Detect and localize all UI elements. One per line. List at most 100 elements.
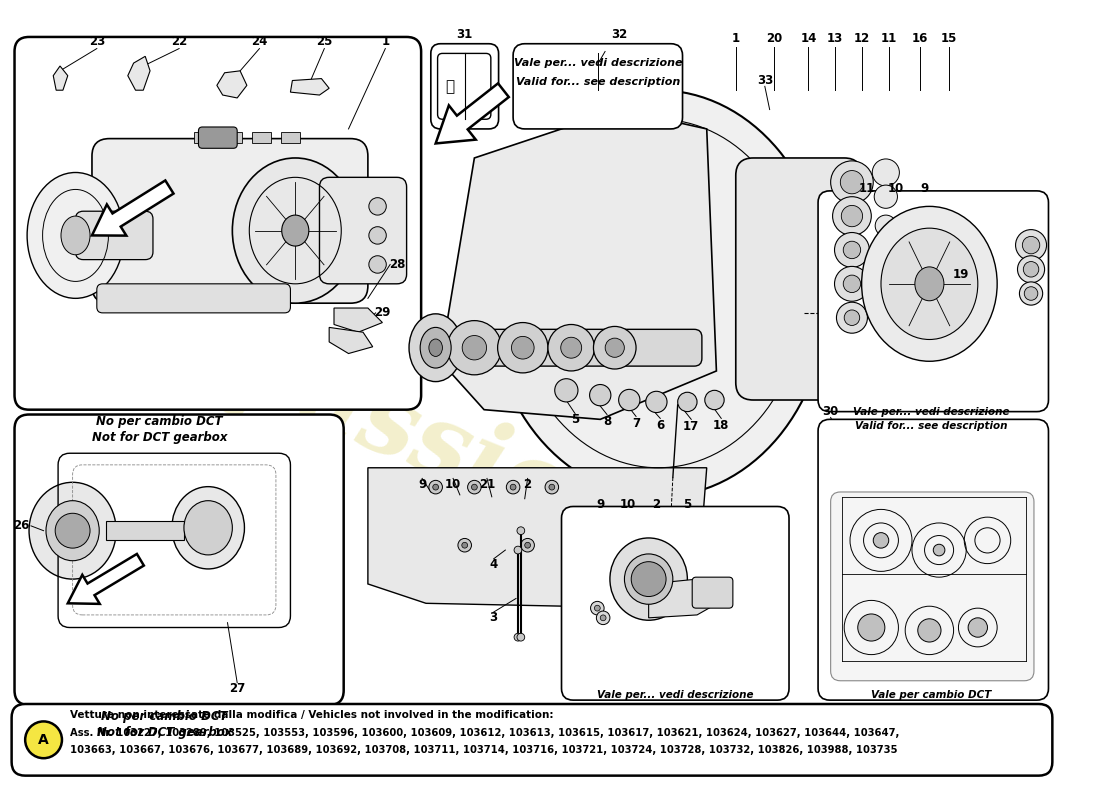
Bar: [222, 132, 242, 143]
Circle shape: [525, 542, 530, 548]
Ellipse shape: [409, 314, 462, 382]
Text: Vale per... vedi descrizione: Vale per... vedi descrizione: [854, 406, 1010, 417]
FancyArrow shape: [68, 554, 144, 604]
Circle shape: [512, 336, 535, 359]
Circle shape: [368, 198, 386, 215]
Circle shape: [968, 618, 988, 637]
Circle shape: [472, 484, 477, 490]
Circle shape: [561, 338, 582, 358]
Circle shape: [917, 618, 940, 642]
Text: 24: 24: [251, 35, 267, 48]
FancyBboxPatch shape: [830, 492, 1034, 681]
Circle shape: [835, 266, 869, 302]
Circle shape: [842, 206, 862, 226]
Text: Vale per... vedi descrizione: Vale per... vedi descrizione: [596, 690, 754, 701]
Circle shape: [368, 226, 386, 244]
Circle shape: [835, 233, 869, 267]
Circle shape: [836, 302, 868, 333]
Circle shape: [705, 390, 724, 410]
Text: 10: 10: [619, 498, 636, 511]
Text: 29: 29: [374, 306, 390, 319]
FancyBboxPatch shape: [431, 44, 498, 129]
Circle shape: [646, 391, 667, 413]
Polygon shape: [53, 66, 68, 90]
Circle shape: [601, 615, 606, 621]
Circle shape: [510, 484, 516, 490]
Circle shape: [858, 614, 884, 641]
Text: 17: 17: [683, 420, 700, 433]
Text: 22: 22: [170, 35, 187, 48]
Text: 9: 9: [596, 498, 604, 511]
Polygon shape: [649, 579, 726, 618]
Text: 33: 33: [757, 74, 773, 87]
Ellipse shape: [609, 538, 688, 620]
Circle shape: [840, 170, 864, 194]
Text: Vale per... vedi descrizione: Vale per... vedi descrizione: [514, 58, 682, 68]
FancyArrow shape: [92, 181, 174, 236]
Bar: [107, 521, 184, 540]
Text: 20: 20: [767, 32, 782, 46]
Text: Not for DCT gearbox: Not for DCT gearbox: [97, 726, 232, 739]
Circle shape: [506, 480, 520, 494]
Circle shape: [1024, 286, 1037, 300]
Text: A: A: [39, 733, 48, 747]
Polygon shape: [334, 308, 383, 332]
Text: Valid for... see description: Valid for... see description: [598, 704, 751, 714]
Text: Valid for... see description: Valid for... see description: [516, 78, 681, 87]
Text: 4: 4: [490, 558, 498, 571]
Circle shape: [462, 335, 486, 360]
Circle shape: [631, 562, 667, 597]
FancyArrow shape: [436, 83, 509, 143]
Circle shape: [618, 390, 640, 410]
Circle shape: [546, 480, 559, 494]
Circle shape: [678, 392, 697, 412]
Circle shape: [1020, 282, 1043, 305]
FancyBboxPatch shape: [319, 178, 407, 284]
Text: 2: 2: [652, 498, 660, 511]
Text: Vetture non interessate dalla modifica / Vehicles not involved in the modificati: Vetture non interessate dalla modifica /…: [69, 710, 553, 720]
FancyBboxPatch shape: [818, 191, 1048, 412]
Circle shape: [549, 484, 554, 490]
Text: 103663, 103667, 103676, 103677, 103689, 103692, 103708, 103711, 103714, 103716, : 103663, 103667, 103676, 103677, 103689, …: [69, 745, 898, 754]
Ellipse shape: [184, 501, 232, 555]
FancyBboxPatch shape: [12, 704, 1053, 776]
FancyBboxPatch shape: [513, 44, 682, 129]
FancyBboxPatch shape: [692, 577, 733, 608]
FancyBboxPatch shape: [438, 54, 491, 119]
Ellipse shape: [861, 206, 998, 362]
Polygon shape: [290, 78, 329, 95]
Text: 32: 32: [612, 27, 628, 41]
Circle shape: [844, 242, 860, 258]
Text: 27: 27: [229, 682, 245, 695]
Text: 3: 3: [490, 611, 498, 624]
Circle shape: [462, 542, 468, 548]
Circle shape: [1015, 230, 1046, 261]
Circle shape: [517, 527, 525, 534]
Text: 31: 31: [456, 27, 473, 41]
Circle shape: [521, 538, 535, 552]
Ellipse shape: [29, 482, 117, 579]
FancyBboxPatch shape: [561, 506, 789, 700]
Circle shape: [25, 722, 62, 758]
Text: 6: 6: [656, 418, 664, 432]
Ellipse shape: [420, 327, 451, 368]
Circle shape: [1023, 262, 1038, 277]
Circle shape: [844, 310, 860, 326]
Text: No per cambio DCT: No per cambio DCT: [101, 710, 228, 722]
Text: 2: 2: [524, 478, 531, 490]
Text: 15: 15: [940, 32, 957, 46]
Polygon shape: [329, 327, 373, 354]
Polygon shape: [440, 110, 716, 419]
Text: 13: 13: [826, 32, 843, 46]
Circle shape: [591, 602, 604, 615]
Ellipse shape: [28, 173, 124, 298]
FancyBboxPatch shape: [14, 37, 421, 410]
Text: Valid for... see description: Valid for... see description: [855, 422, 1008, 431]
Circle shape: [554, 378, 578, 402]
Text: 9: 9: [418, 478, 426, 490]
Circle shape: [1022, 236, 1040, 254]
Circle shape: [468, 480, 481, 494]
Circle shape: [844, 275, 860, 293]
Ellipse shape: [429, 339, 442, 357]
Circle shape: [517, 634, 525, 641]
